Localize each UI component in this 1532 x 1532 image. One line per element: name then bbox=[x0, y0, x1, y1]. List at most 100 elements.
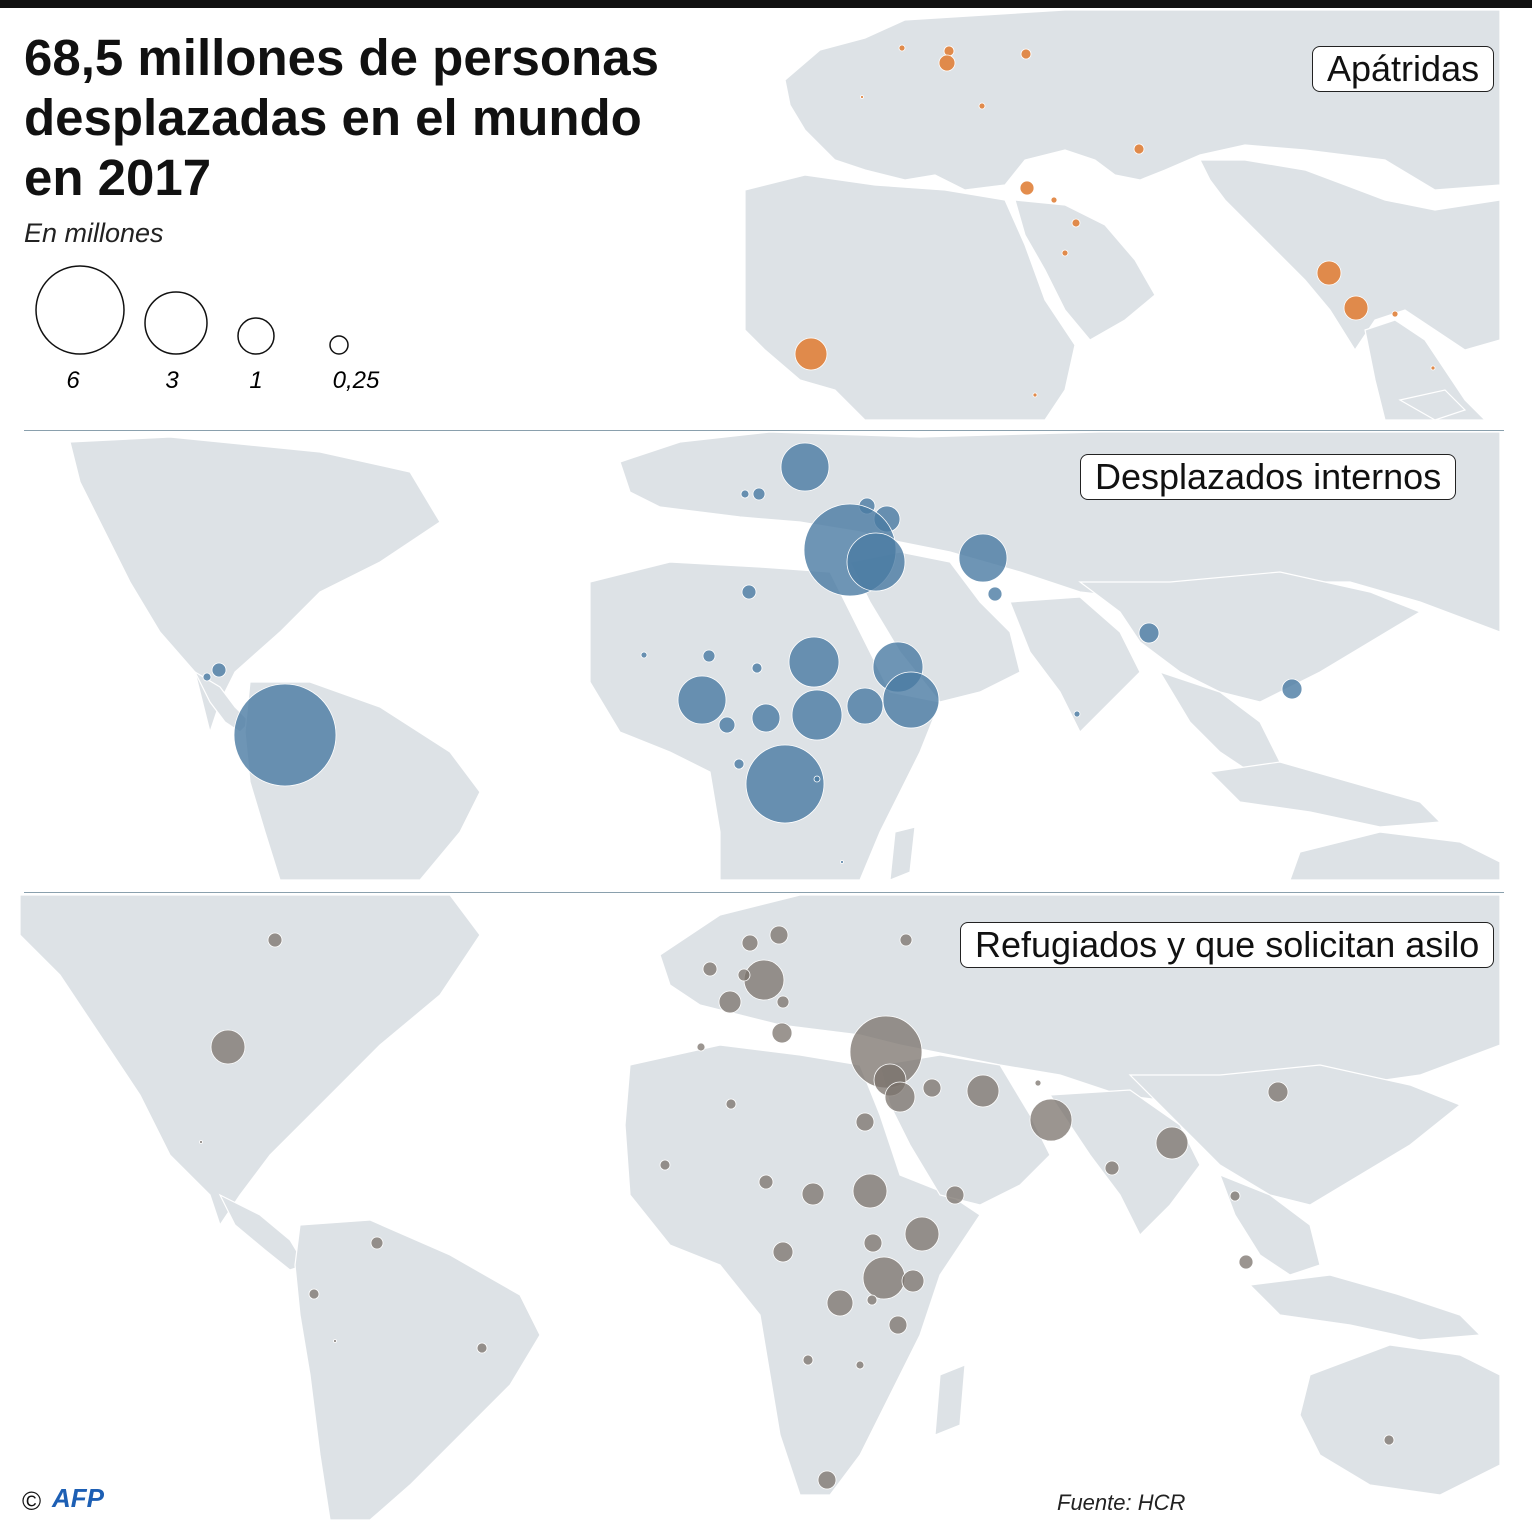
stateless-bubbles bbox=[794, 44, 1436, 398]
refugees-bubble bbox=[199, 1140, 203, 1144]
refugees-bubble bbox=[718, 990, 742, 1014]
refugees-bubble bbox=[769, 925, 789, 945]
refugees-bubble bbox=[1029, 1098, 1073, 1142]
refugees-bubble bbox=[725, 1098, 737, 1110]
refugees-label: Refugiados y que solicitan asilo bbox=[960, 922, 1495, 968]
legend-label-6: 6 bbox=[66, 367, 80, 394]
land-east-asia bbox=[1128, 1064, 1462, 1206]
stateless-bubble bbox=[1391, 310, 1399, 318]
refugees-bubble bbox=[696, 1042, 706, 1052]
idp-bubble bbox=[202, 672, 212, 682]
idp-bubble bbox=[840, 860, 844, 864]
stateless-bubble bbox=[898, 44, 906, 52]
land bbox=[20, 895, 1500, 1520]
stateless-bubble bbox=[1061, 249, 1069, 257]
page-title: 68,5 millones de personas desplazadas en… bbox=[24, 28, 724, 208]
refugees-bubble bbox=[862, 1256, 906, 1300]
refugees-bubble bbox=[476, 1342, 488, 1354]
stateless-bubble bbox=[943, 45, 955, 57]
refugees-bubble bbox=[1267, 1081, 1289, 1103]
legend-circle-6 bbox=[35, 265, 125, 355]
refugees-bubble bbox=[817, 1470, 837, 1490]
idp-bubble bbox=[751, 662, 763, 674]
land-seasia bbox=[1364, 319, 1486, 420]
stateless-bubble bbox=[938, 54, 956, 72]
legend-circle-3 bbox=[144, 291, 208, 355]
refugees-bubble bbox=[1238, 1254, 1254, 1270]
stateless-bubble bbox=[1133, 143, 1145, 155]
refugees-bubble bbox=[1155, 1126, 1189, 1160]
idp-bubble bbox=[751, 703, 781, 733]
refugees-bubble bbox=[210, 1029, 246, 1065]
stateless-bubble bbox=[794, 337, 828, 371]
refugees-bubble bbox=[922, 1078, 942, 1098]
idp-bubble bbox=[677, 675, 727, 725]
land-madagascar bbox=[934, 1364, 966, 1436]
idp-bubble bbox=[233, 683, 337, 787]
land-east-asia bbox=[1078, 571, 1422, 703]
idp-bubble bbox=[846, 532, 906, 592]
idp-bubble bbox=[752, 487, 766, 501]
refugees-bubble bbox=[370, 1236, 384, 1250]
divider-2 bbox=[24, 892, 1504, 893]
idp-label: Desplazados internos bbox=[1080, 454, 1457, 500]
land-europe bbox=[784, 10, 1500, 191]
source-note: Fuente: HCR bbox=[1057, 1490, 1186, 1515]
land-seasia bbox=[1218, 1173, 1321, 1276]
land-madagascar bbox=[889, 826, 916, 880]
refugees-bubble bbox=[884, 1081, 916, 1113]
idp-bubble bbox=[780, 442, 830, 492]
land-north-america bbox=[20, 895, 481, 1227]
idp-bubble bbox=[1138, 622, 1160, 644]
land-south-america bbox=[294, 1219, 541, 1520]
title-line-2: desplazadas en el mundo bbox=[24, 89, 642, 146]
land-asia-south bbox=[1199, 159, 1500, 352]
idp-bubbles bbox=[202, 442, 1303, 864]
idp-bubble bbox=[640, 651, 648, 659]
stateless-bubble bbox=[1430, 365, 1436, 371]
refugees-bubble bbox=[1104, 1160, 1120, 1176]
refugees-bubble bbox=[855, 1112, 875, 1132]
afp-logo: AFP bbox=[51, 1484, 105, 1512]
title-line-1: 68,5 millones de personas bbox=[24, 29, 659, 86]
refugees-bubble bbox=[758, 1174, 774, 1190]
refugees-bubble bbox=[945, 1185, 965, 1205]
land-middle-east bbox=[879, 1054, 1051, 1206]
refugees-bubble bbox=[855, 1360, 865, 1370]
stateless-label: Apátridas bbox=[1312, 46, 1495, 92]
divider-1 bbox=[24, 430, 1504, 431]
refugees-bubble bbox=[702, 961, 718, 977]
legend-label-0-25: 0,25 bbox=[333, 367, 380, 394]
refugees-bubbles bbox=[199, 925, 1395, 1490]
size-legend: 6 3 1 0,25 bbox=[35, 265, 380, 394]
refugees-bubble bbox=[333, 1339, 337, 1343]
subtitle: En millones bbox=[24, 218, 164, 248]
refugees-bubble bbox=[776, 995, 790, 1009]
legend-circle-0-25 bbox=[329, 335, 349, 355]
stateless-bubble bbox=[1343, 295, 1369, 321]
land-india bbox=[1048, 1089, 1201, 1237]
idp-bubble bbox=[741, 584, 757, 600]
land-africa bbox=[624, 1044, 981, 1496]
refugees-bubble bbox=[1383, 1434, 1395, 1446]
land-australia bbox=[1299, 1344, 1500, 1496]
refugees-bubble bbox=[899, 933, 913, 947]
refugees-bubble bbox=[771, 1022, 793, 1044]
refugees-bubble bbox=[801, 1182, 825, 1206]
stateless-bubble bbox=[1071, 218, 1081, 228]
idp-bubble bbox=[1281, 678, 1303, 700]
refugees-bubble bbox=[966, 1074, 1000, 1108]
refugees-map bbox=[20, 895, 1500, 1520]
stateless-bubble bbox=[978, 102, 986, 110]
idp-bubble bbox=[987, 586, 1003, 602]
idp-bubble bbox=[958, 533, 1008, 583]
refugees-bubble bbox=[741, 934, 759, 952]
refugees-bubble bbox=[866, 1294, 878, 1306]
refugees-bubble bbox=[267, 932, 283, 948]
refugees-bubble bbox=[659, 1159, 671, 1171]
stateless-bubble bbox=[1032, 392, 1038, 398]
idp-bubble bbox=[745, 744, 825, 824]
land-islands bbox=[1398, 389, 1467, 420]
legend-label-1: 1 bbox=[249, 367, 262, 394]
idp-bubble bbox=[882, 671, 940, 729]
